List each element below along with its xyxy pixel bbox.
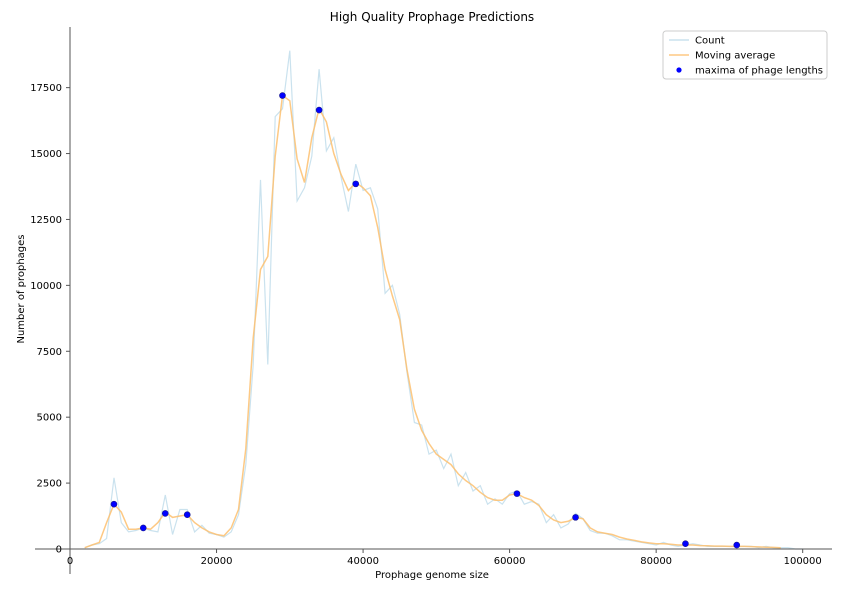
series-line-count (84, 50, 803, 550)
y-tick-label: 15000 (30, 149, 62, 160)
x-tick-label: 60000 (494, 556, 526, 567)
legend-box (662, 30, 828, 80)
maxima-point (161, 510, 169, 517)
y-tick-label: 2500 (37, 479, 62, 490)
maxima-point (110, 500, 118, 508)
maxima-point (183, 511, 191, 519)
maxima-point (682, 540, 689, 548)
maxima-point (572, 514, 579, 521)
maxima-point (513, 490, 521, 497)
maxima-point (315, 106, 323, 114)
legend-swatch (676, 67, 682, 73)
series-line-moving-average (84, 94, 781, 549)
legend: Count Moving average maxima of phage lengt… (662, 30, 828, 80)
x-axis-label: Prophage genome size (375, 570, 489, 581)
x-tick-label: 40000 (347, 556, 379, 567)
chart-title: High Quality Prophage Predictions (330, 10, 534, 24)
y-tick-label: 0 (56, 545, 62, 556)
legend-label: Moving average (695, 51, 775, 62)
y-tick-label: 5000 (37, 413, 62, 424)
y-tick-label: 7500 (37, 347, 62, 358)
x-tick-label: 0 (67, 556, 73, 567)
y-axis-label: Number of prophages (16, 234, 27, 343)
y-tick-label: 12500 (30, 215, 62, 226)
x-tick-label: 20000 (201, 556, 233, 567)
maxima-point (279, 92, 286, 99)
maxima-point (139, 524, 147, 532)
x-tick-label: 80000 (640, 556, 672, 567)
maxima-point (352, 180, 360, 188)
legend-label: Count (695, 36, 725, 47)
legend-label: maxima of phage lengths (695, 66, 823, 77)
maxima-point (733, 541, 741, 549)
y-tick-label: 10000 (30, 281, 62, 292)
x-tick-label: 100000 (784, 556, 822, 567)
y-tick-label: 17500 (30, 83, 62, 94)
